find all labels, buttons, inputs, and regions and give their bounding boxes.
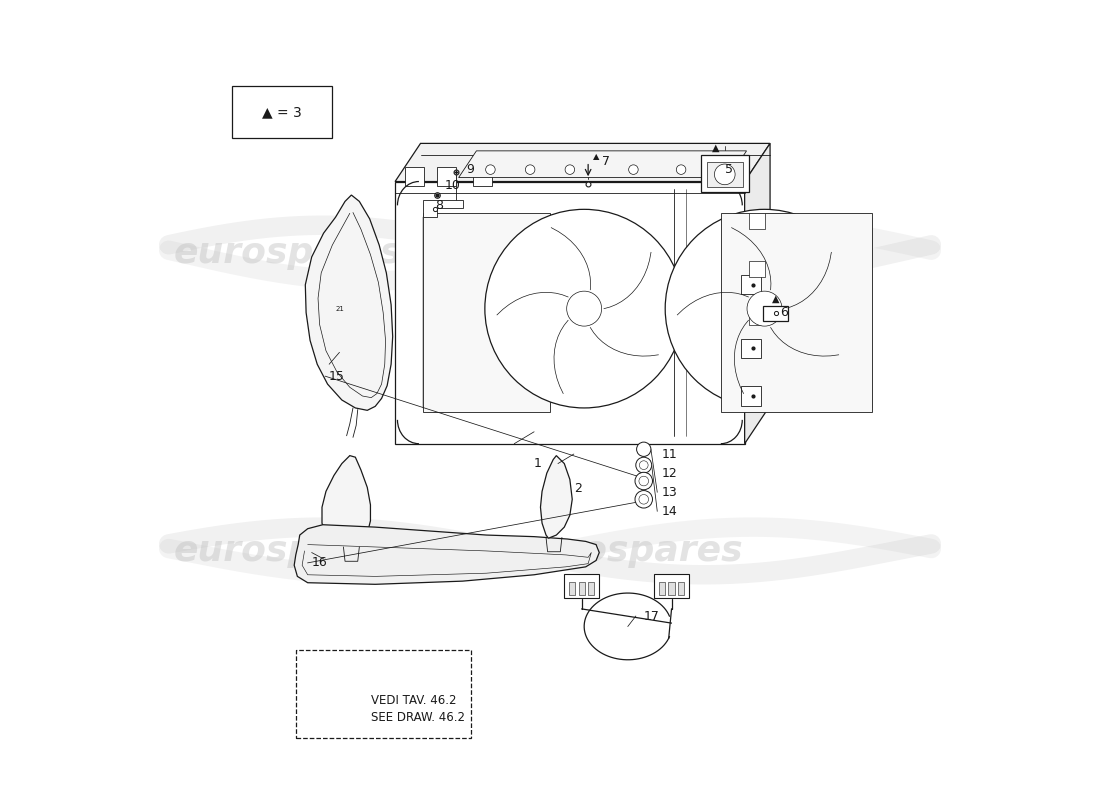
Text: 15: 15 (329, 370, 345, 382)
Text: eurospares: eurospares (174, 236, 403, 270)
Polygon shape (720, 214, 872, 412)
Circle shape (747, 291, 782, 326)
Text: 14: 14 (661, 505, 676, 518)
Polygon shape (669, 582, 674, 594)
Polygon shape (659, 582, 666, 594)
Text: 6: 6 (780, 306, 789, 319)
Text: 11: 11 (661, 447, 676, 461)
Polygon shape (569, 582, 575, 594)
Text: eurospares: eurospares (515, 236, 744, 270)
Polygon shape (459, 151, 747, 178)
Text: 1: 1 (535, 457, 542, 470)
Circle shape (637, 442, 651, 457)
Text: 5: 5 (725, 163, 733, 176)
Polygon shape (422, 200, 463, 218)
Polygon shape (745, 143, 770, 444)
Text: 12: 12 (661, 466, 676, 479)
Text: 10: 10 (446, 179, 461, 192)
Circle shape (486, 165, 495, 174)
Circle shape (636, 457, 651, 473)
Circle shape (566, 291, 602, 326)
Text: eurospares: eurospares (174, 534, 403, 568)
Text: ▲: ▲ (772, 294, 780, 303)
Text: ▲: ▲ (712, 142, 719, 152)
Circle shape (629, 165, 638, 174)
Circle shape (485, 210, 683, 408)
Text: ▲: ▲ (593, 152, 600, 162)
Polygon shape (740, 339, 760, 358)
Polygon shape (588, 582, 594, 594)
Text: ▲ = 3: ▲ = 3 (262, 105, 301, 119)
Text: 21: 21 (336, 306, 344, 312)
Polygon shape (763, 306, 789, 321)
Circle shape (715, 164, 735, 185)
Polygon shape (395, 182, 745, 444)
Text: 16: 16 (311, 556, 328, 570)
Circle shape (676, 165, 686, 174)
Polygon shape (395, 143, 770, 182)
Text: eurospares: eurospares (515, 534, 744, 568)
Polygon shape (740, 275, 760, 294)
Text: 7: 7 (602, 155, 609, 168)
Circle shape (635, 472, 652, 490)
Polygon shape (422, 214, 550, 412)
Circle shape (565, 165, 574, 174)
Text: 2: 2 (574, 482, 582, 495)
Text: 17: 17 (644, 610, 660, 622)
Polygon shape (564, 574, 600, 598)
Text: 9: 9 (466, 163, 474, 176)
Polygon shape (322, 456, 371, 547)
Polygon shape (740, 386, 760, 406)
Polygon shape (406, 167, 425, 186)
Text: 8: 8 (434, 199, 443, 212)
Circle shape (526, 165, 535, 174)
Polygon shape (306, 195, 393, 410)
Polygon shape (749, 214, 764, 229)
Circle shape (635, 490, 652, 508)
Text: 13: 13 (661, 486, 676, 498)
Polygon shape (540, 456, 572, 538)
Polygon shape (706, 162, 744, 187)
Polygon shape (473, 167, 492, 186)
Polygon shape (749, 309, 764, 325)
Polygon shape (437, 167, 456, 186)
FancyBboxPatch shape (232, 86, 331, 138)
Polygon shape (579, 582, 585, 594)
Bar (296, 650, 471, 738)
Circle shape (666, 210, 864, 408)
Text: VEDI TAV. 46.2: VEDI TAV. 46.2 (372, 694, 456, 707)
Polygon shape (654, 574, 689, 598)
Polygon shape (294, 525, 600, 584)
Text: SEE DRAW. 46.2: SEE DRAW. 46.2 (372, 711, 465, 724)
Polygon shape (749, 261, 764, 277)
Polygon shape (701, 155, 749, 192)
Polygon shape (678, 582, 684, 594)
